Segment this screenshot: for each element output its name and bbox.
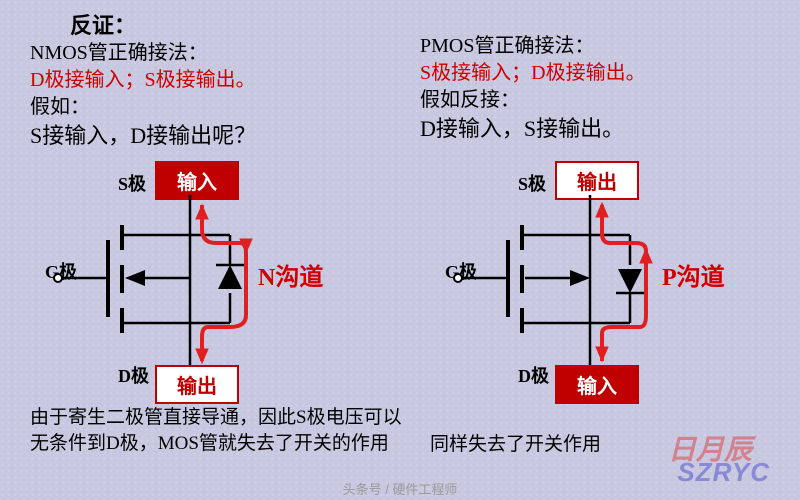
- nmos-suppose-text: S接输入，D接输出呢？: [30, 121, 410, 151]
- nmos-rule: D极接输入；S极接输出。: [30, 67, 410, 94]
- pmos-svg: [430, 165, 790, 395]
- pmos-suppose-text: D接输入，S接输出。: [420, 114, 790, 144]
- left-column: 反证： NMOS管正确接法： D极接输入；S极接输出。 假如： S接输入，D接输…: [30, 8, 410, 151]
- pmos-suppose-label: 假如反接：: [420, 87, 790, 114]
- pmos-diagram: 输出 S极 G极 D极 P沟道 输入: [430, 165, 790, 395]
- pmos-heading: PMOS管正确接法：: [420, 33, 790, 60]
- nmos-heading: NMOS管正确接法：: [30, 40, 410, 67]
- watermark-en: SZRYC: [677, 457, 770, 488]
- nmos-bottom-text: 由于寄生二极管直接导通，因此S极电压可以无条件到D极，MOS管就失去了开关的作用: [30, 405, 410, 456]
- footer: 头条号 / 硬件工程师: [343, 479, 458, 498]
- nmos-diagram: 输入 S极 G极 D极 N沟道 输出: [30, 165, 390, 395]
- main-title: 反证：: [70, 8, 410, 40]
- pmos-rule: S极接输入；D极接输出。: [420, 60, 790, 87]
- nmos-svg: [30, 165, 390, 395]
- nmos-suppose-label: 假如：: [30, 94, 410, 121]
- right-column: PMOS管正确接法： S极接输入；D极接输出。 假如反接： D接输入，S接输出。: [420, 33, 790, 144]
